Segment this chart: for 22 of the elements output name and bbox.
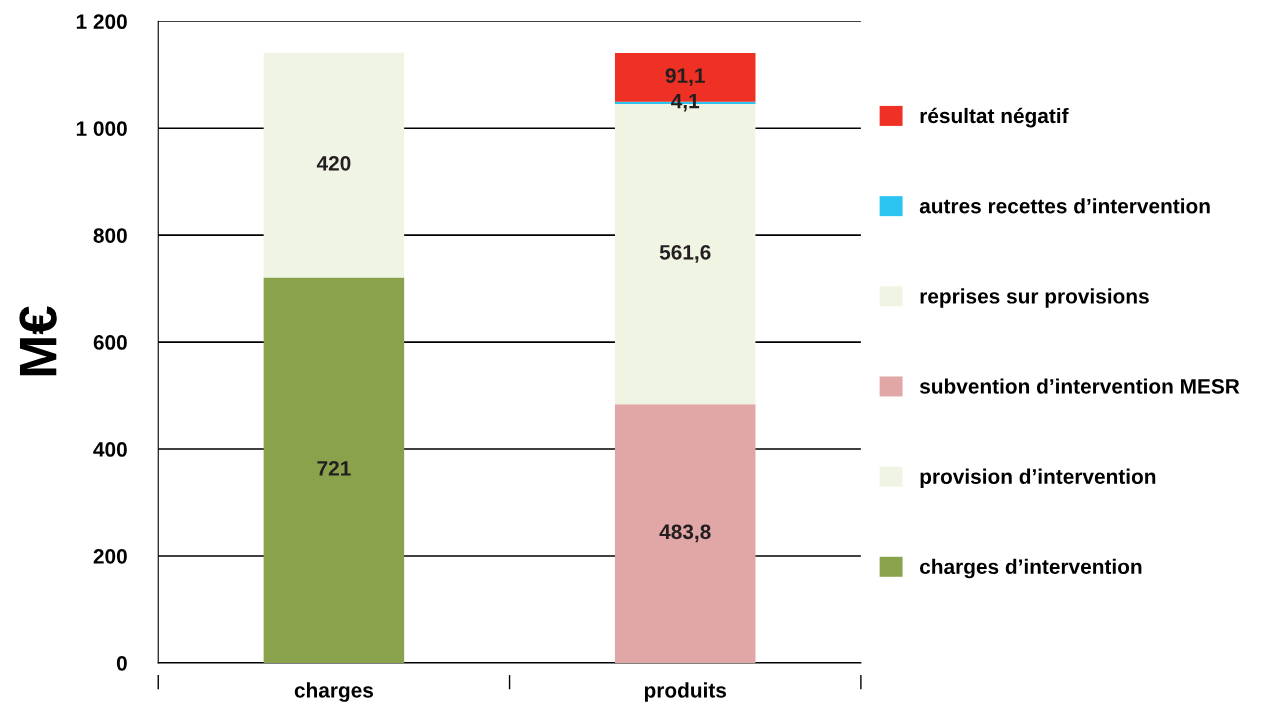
y-tick-label: 800: [93, 228, 127, 243]
y-tick-label: 0: [116, 655, 127, 671]
legend-label: reprises sur provisions: [920, 288, 1149, 308]
legend-label: provision d’intervention: [920, 468, 1156, 489]
legend-label: subvention d’intervention MESR: [919, 378, 1240, 394]
legend-label: autres recettes d’intervention: [919, 198, 1210, 214]
y-tick-label: 200: [93, 548, 127, 564]
data-label: 721: [317, 460, 351, 476]
data-label: 4,1: [671, 93, 700, 112]
x-tick-label: produits: [644, 682, 727, 702]
data-label: 91,1: [665, 68, 705, 86]
data-label: 420: [316, 155, 351, 171]
y-tick-label: 400: [93, 442, 127, 457]
y-tick-label: 1 200: [76, 14, 127, 30]
data-label: 483,8: [659, 524, 711, 543]
legend-label: résultat négatif: [920, 107, 1069, 128]
data-label: 561,6: [659, 244, 711, 263]
y-tick-label: 1 000: [76, 121, 127, 136]
y-tick-label: 600: [93, 335, 127, 350]
legend-label: charges d’intervention: [920, 558, 1142, 579]
x-tick-label: charges: [294, 682, 374, 702]
y-axis-title: M€: [19, 306, 57, 376]
